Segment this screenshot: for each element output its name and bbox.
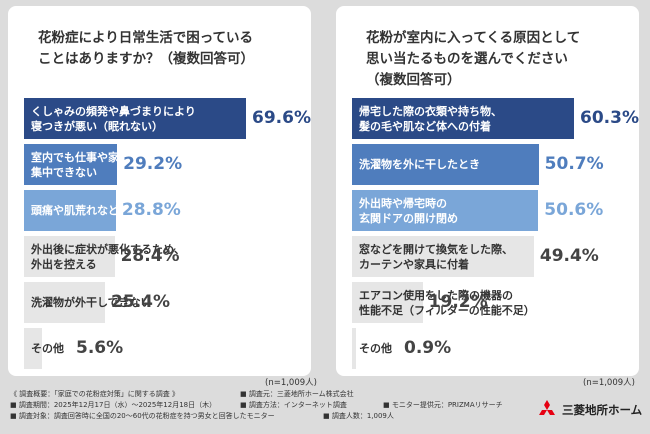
bar-value-label: 29.2% [123,154,183,174]
bar [24,282,106,323]
bar-category-label: 窓などを開けて換気をした際、 カーテンや家具に付着 [359,242,513,271]
company-logo: 三菱地所ホーム [536,398,642,422]
bar-row: その他 5.6% [24,328,309,369]
bar-category-label: 外出後に症状が悪化するため、 外出を控える [31,242,185,271]
bar-value-label: 5.6% [76,338,124,358]
bar-row: 洗濯物が外干しできない 25.4% [24,282,309,323]
bar-category-label: その他 [31,342,64,355]
bar [24,144,118,185]
left-bar-list: くしゃみの頻発や鼻づまりにより 寝つきが悪い（眠れない） 69.6% 室内でも仕事や… [24,98,311,374]
bar-row: 外出後に症状が悪化するため、 外出を控える 28.4% [24,236,309,277]
bar [352,282,423,323]
right-chart-title: 花粉が室内に入ってくる原因として 思い当たるものを選んでください （複数回答可） [366,30,581,88]
right-sample-note: (n=1,009人) [583,378,635,388]
bar-value-label: 0.9% [404,338,452,358]
left-sample-note: (n=1,009人) [265,378,317,388]
bar-row: その他 0.9% [352,328,637,369]
bar [352,98,574,139]
right-chart-card: 花粉が室内に入ってくる原因として 思い当たるものを選んでください （複数回答可）… [336,6,639,376]
survey-footer: 《 調査概要：「家庭での花粉症対策」に関する調査 》 ■ 調査元：三菱地所ホーム… [10,389,530,422]
left-chart-title: 花粉症により日常生活で困っている ことはありますか？（複数回答可） [38,30,254,67]
bar-category-label: 外出時や帰宅時の 玄関ドアの開け閉め [359,196,458,225]
bar-row: くしゃみの頻発や鼻づまりにより 寝つきが悪い（眠れない） 69.6% [24,98,311,139]
bar [352,144,539,185]
bar-value-label: 60.3% [580,108,639,128]
company-name: 三菱地所ホーム [562,403,643,417]
bar [24,328,42,369]
bar-value-label: 49.4% [539,246,599,266]
bar-value-label: 25.4% [111,292,170,312]
mitsubishi-diamonds-icon [539,400,555,415]
bar-value-label: 69.6% [252,108,311,128]
bar-category-label: エアコン使用をした際の機器の 性能不足（フィルターの性能不足） [359,288,535,317]
bar [352,328,356,369]
bar-category-label: くしゃみの頻発や鼻づまりにより 寝つきが悪い（眠れない） [31,104,196,133]
bar-value-label: 50.7% [544,154,604,174]
right-bar-list: 帰宅した際の衣類や持ち物、 髪の毛や肌など体への付着 60.3% 洗濯物を外に干した… [352,98,639,374]
bar-value-label: 50.6% [544,200,604,220]
bar-category-label: 頭痛や肌荒れなど体調の悪化 [31,204,174,217]
left-chart-card: 花粉症により日常生活で困っている ことはありますか？（複数回答可） くしゃみの頻… [8,6,311,376]
bar-value-label: 19.2% [428,292,488,312]
bar-value-label: 28.8% [121,200,181,220]
footer-monitor: ■ モニター提供元：PRIZMAリサーチ [383,401,503,409]
bar [24,98,246,139]
bar-row: 室内でも仕事や家事に 集中できない 29.2% [24,144,309,185]
footer-target: ■ 調査対象：調査回答時に全国の20～60代の花粉症を持つ男女と回答したモニター [10,412,275,420]
bar [352,190,539,231]
footer-investigator: ■ 調査元：三菱地所ホーム株式会社 [240,390,354,398]
footer-overview: 《 調査概要：「家庭での花粉症対策」に関する調査 》 [10,390,179,398]
bar-category-label: 洗濯物が外干しできない [31,296,152,309]
bar-category-label: 帰宅した際の衣類や持ち物、 髪の毛や肌など体への付着 [359,104,502,133]
bar-category-label: 室内でも仕事や家事に 集中できない [31,150,141,179]
footer-period: ■ 調査期間：2025年12月17日（水）～2025年12月18日（木） [10,401,217,409]
bar-row: 外出時や帰宅時の 玄関ドアの開け閉め 50.6% [352,190,637,231]
bar-row: 頭痛や肌荒れなど体調の悪化 28.8% [24,190,309,231]
bar [24,190,116,231]
bar-row: 窓などを開けて換気をした際、 カーテンや家具に付着 49.4% [352,236,637,277]
bar-row: 洗濯物を外に干したとき 50.7% [352,144,637,185]
bar-row: エアコン使用をした際の機器の 性能不足（フィルターの性能不足） 19.2% [352,282,637,323]
bar-category-label: その他 [359,342,392,355]
bar [24,236,115,277]
bar-row: 帰宅した際の衣類や持ち物、 髪の毛や肌など体への付着 60.3% [352,98,639,139]
footer-respondents: ■ 調査人数：1,009人 [323,412,394,420]
bar-value-label: 28.4% [120,246,180,266]
bar-category-label: 洗濯物を外に干したとき [359,158,480,171]
footer-method: ■ 調査方法：インターネット調査 [240,401,347,409]
bar [352,236,534,277]
